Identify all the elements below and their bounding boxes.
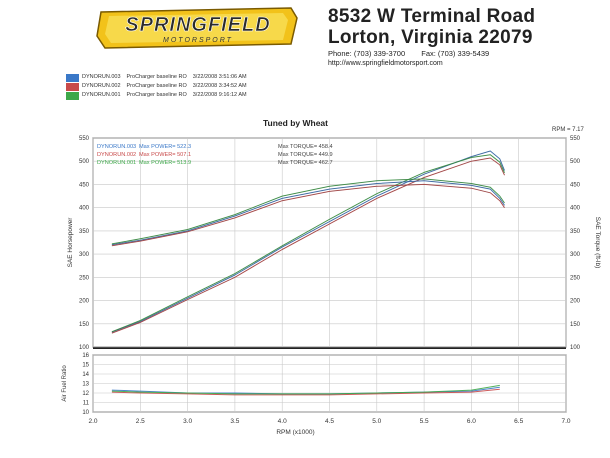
legend-entry: DYNORUN.001 ProCharger baseline RO 3/22/… [66, 91, 247, 100]
y-axis-label: SAE Horsepower [67, 217, 74, 268]
afr-tick-label: 13 [82, 382, 89, 388]
chart-title: Tuned by Wheat [263, 118, 328, 128]
x-tick-label: 4.5 [325, 418, 334, 425]
x-tick-label: 2.5 [136, 418, 145, 425]
y2-tick-label: 350 [570, 229, 581, 235]
x-tick-label: 4.0 [278, 418, 287, 425]
legend-swatch [66, 91, 79, 100]
run-legend: DYNORUN.003 ProCharger baseline RO 3/22/… [66, 73, 247, 100]
legend-date: 3/22/2008 9:16:12 AM [192, 92, 247, 98]
annotation-power: Max POWER= 522.3 [139, 144, 191, 150]
power-series-trace [111, 150, 505, 333]
main-plot-series [111, 150, 505, 334]
torque-series-trace [111, 178, 505, 245]
annotation-torque: Max TORQUE= 462.7 [278, 160, 333, 166]
y2-tick-label: 150 [570, 322, 581, 328]
x-tick-label: 6.5 [514, 418, 523, 425]
afr-tick-label: 12 [82, 391, 89, 397]
annotation-torque: Max TORQUE= 449.9 [278, 152, 333, 158]
legend-swatch [66, 73, 79, 82]
logo-text: SPRINGFIELD [125, 14, 270, 36]
main-plot-grid [92, 137, 567, 349]
legend-entry: DYNORUN.002 ProCharger baseline RO 3/22/… [66, 82, 247, 91]
afr-series-line [111, 384, 500, 395]
logo-subtext: MOTORSPORT [163, 37, 233, 44]
torque-series-trace [111, 180, 505, 245]
website: http://www.springfieldmotorsport.com [328, 60, 443, 67]
legend-desc: ProCharger baseline RO [126, 92, 187, 98]
afr-plot-series [111, 384, 500, 396]
afr-tick-label: 15 [82, 363, 89, 369]
legend-date: 3/22/2008 3:34:52 AM [192, 83, 247, 89]
legend-entry: DYNORUN.003 ProCharger baseline RO 3/22/… [66, 73, 247, 82]
legend-swatch [66, 82, 79, 91]
y2-tick-label: 100 [570, 345, 581, 351]
phone: Phone: (703) 339-3700 [328, 49, 406, 58]
afr-axis-label: Air Fuel Ratio [62, 365, 68, 402]
afr-tick-label: 10 [82, 410, 89, 416]
annotation-run: DYNORUN.002 [97, 152, 136, 158]
afr-tick-label: 11 [83, 401, 90, 407]
address-line2: Lorton, Virginia 22079 [328, 27, 533, 48]
y-tick-label: 400 [79, 206, 90, 212]
y2-tick-label: 500 [570, 159, 581, 165]
address-block: 8532 W Terminal Road Lorton, Virginia 22… [328, 6, 598, 68]
y2-tick-label: 400 [570, 206, 581, 212]
power-series-trace [111, 157, 505, 334]
y2-tick-label: 550 [570, 136, 581, 142]
y-tick-label: 300 [79, 252, 90, 258]
afr-tick-label: 14 [82, 372, 89, 378]
y-tick-label: 350 [79, 229, 90, 235]
y2-tick-label: 450 [570, 182, 581, 188]
y-tick-label: 200 [79, 299, 90, 305]
annotation-power: Max POWER= 513.9 [139, 160, 191, 166]
afr-tick-label: 16 [82, 353, 89, 359]
legend-desc: ProCharger baseline RO [126, 74, 187, 80]
torque-series-trace [111, 184, 505, 246]
y-tick-label: 550 [79, 136, 90, 142]
x-tick-label: 6.0 [467, 418, 476, 425]
address-line1: 8532 W Terminal Road [328, 6, 536, 27]
x-tick-label: 7.0 [561, 418, 570, 425]
power-series-trace [111, 154, 505, 332]
x-tick-label: 3.0 [183, 418, 192, 425]
legend-run: DYNORUN.001 [82, 92, 121, 98]
afr-plot-grid [92, 354, 567, 413]
y2-tick-label: 250 [570, 275, 581, 281]
y-tick-label: 250 [79, 275, 90, 281]
y-tick-label: 150 [79, 322, 90, 328]
fax: Fax: (703) 339-5439 [421, 49, 490, 58]
annotation-run: DYNORUN.001 [97, 160, 136, 166]
legend-run: DYNORUN.002 [82, 83, 121, 89]
x-tick-label: 5.0 [372, 418, 381, 425]
y-tick-label: 100 [79, 345, 90, 351]
springfield-logo: SPRINGFIELD MOTORSPORT [96, 7, 298, 49]
contact-line: Phone: (703) 339-3700 Fax: (703) 339-543… [328, 49, 598, 59]
x-tick-label: 5.5 [420, 418, 429, 425]
legend-run: DYNORUN.003 [82, 74, 121, 80]
y-tick-label: 500 [79, 159, 90, 165]
y-tick-label: 450 [79, 182, 90, 188]
x-tick-label: 3.5 [230, 418, 239, 425]
annotation-torque: Max TORQUE= 458.4 [278, 144, 333, 150]
y2-axis-label: SAE Torque (ft-lb) [594, 217, 601, 269]
annotation-power: Max POWER= 507.1 [139, 152, 191, 158]
y2-tick-label: 200 [570, 299, 581, 305]
annotation-run: DYNORUN.003 [97, 144, 136, 150]
afr-series-line [111, 388, 500, 396]
legend-desc: ProCharger baseline RO [126, 83, 187, 89]
y2-tick-label: 300 [570, 252, 581, 258]
x-tick-label: 2.0 [88, 418, 97, 425]
legend-date: 3/22/2008 3:51:06 AM [192, 74, 247, 80]
chart-labels: 2.0 2.5 3.0 3.5 4.0 4.5 5.0 5.5 6.0 6.5 7.0 100 100 1… [62, 118, 601, 436]
rpm-marker: RPM = 7.17 [552, 127, 585, 133]
x-axis-label: RPM (x1000) [276, 429, 314, 436]
